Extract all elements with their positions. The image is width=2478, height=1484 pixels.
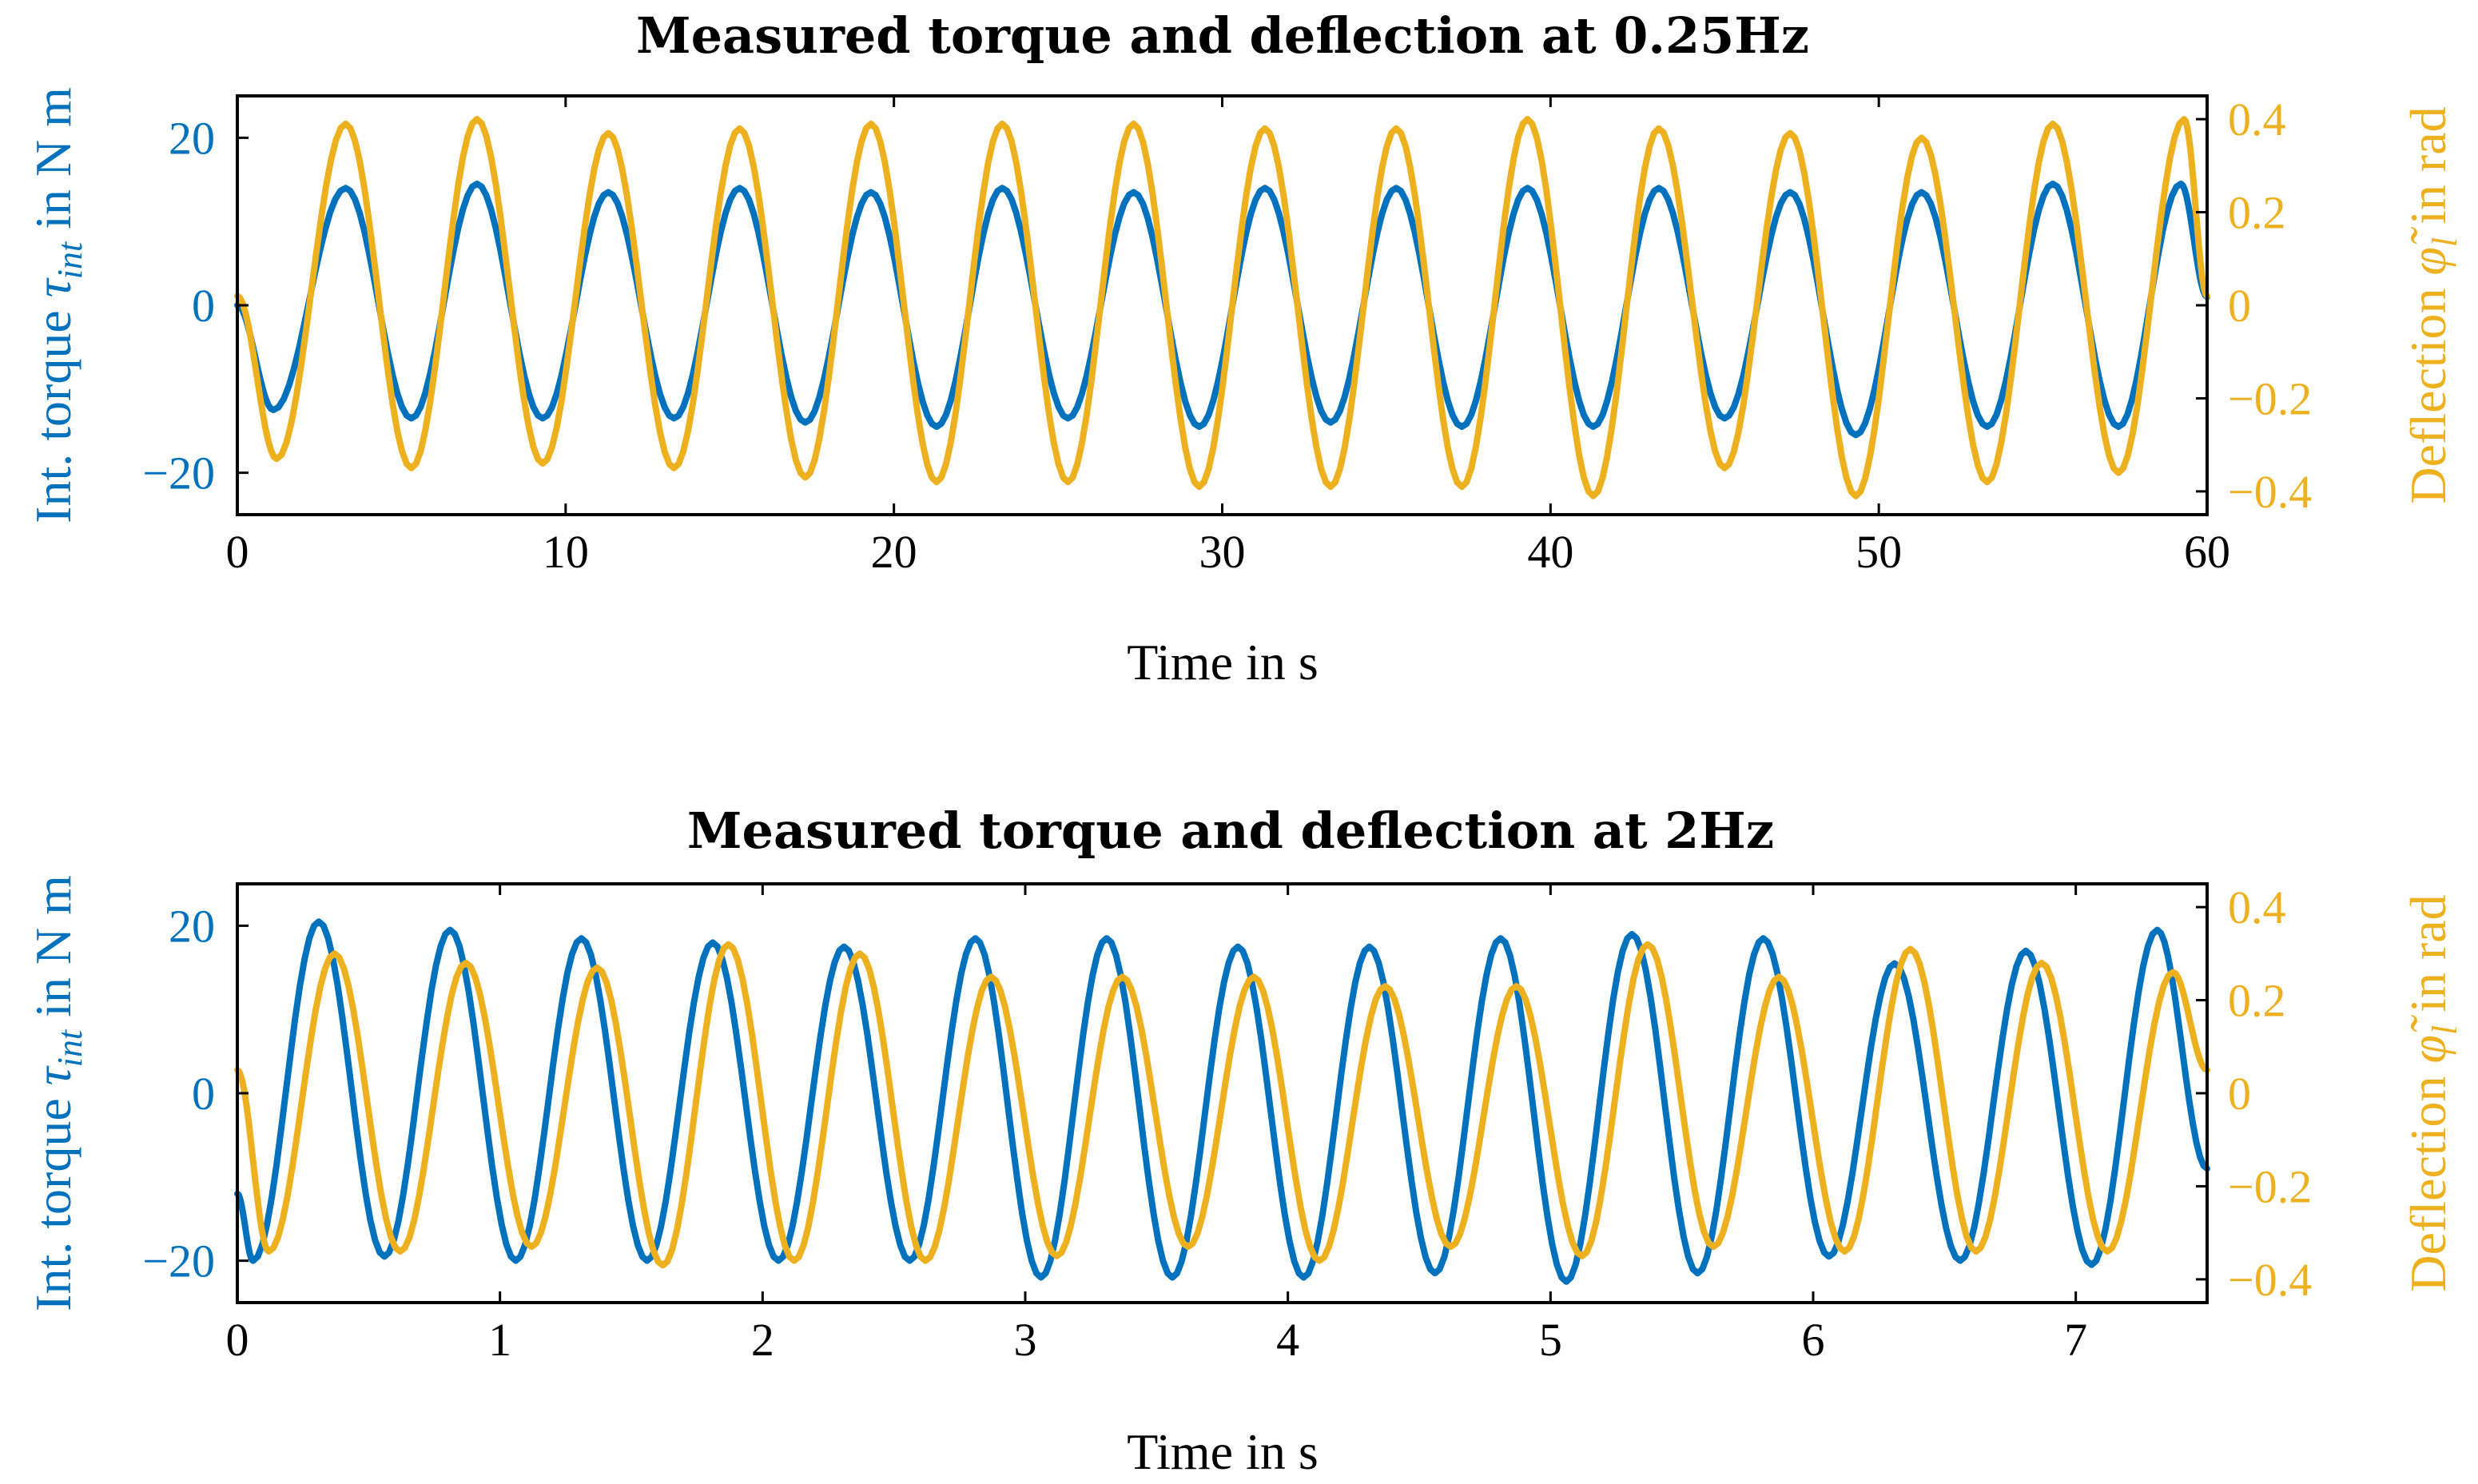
right-y-axis-label-subscript: l [2425, 237, 2464, 247]
left-y-tick-label: 20 [169, 900, 215, 952]
right-y-axis: −0.4 −0.2 0 0.2 0.4 [2196, 93, 2312, 518]
left-y-tick-label: 20 [169, 112, 215, 164]
plot-area [234, 116, 2210, 499]
left-y-axis-label-subscript: int [50, 1028, 89, 1067]
left-y-axis-label-unit: in N m [25, 875, 82, 1030]
right-y-tick-label: 0.2 [2228, 975, 2286, 1027]
right-y-axis-label-text: Deflection [2400, 1064, 2456, 1292]
right-y-tick-label: −0.4 [2228, 1254, 2312, 1306]
right-y-tick-label: 0.2 [2228, 187, 2286, 239]
left-y-axis-label: Int. torque τint in N m [25, 875, 89, 1311]
right-y-axis: −0.4 −0.2 0 0.2 0.4 [2196, 881, 2312, 1306]
plot-area [234, 918, 2210, 1285]
left-y-axis: −20 0 20 [142, 900, 249, 1287]
x-tick-label: 1 [488, 1314, 511, 1366]
deflection-series-line [234, 116, 2210, 499]
left-y-axis: −20 0 20 [142, 112, 249, 499]
chart-panel-bottom: Measured torque and deflection at 2Hz 0 1… [25, 802, 2464, 1480]
right-y-tick-label: −0.4 [2228, 466, 2312, 518]
left-y-axis-label: Int. torque τint in N m [25, 87, 89, 523]
x-tick-label: 30 [1199, 526, 1246, 578]
left-y-axis-label-subscript: int [50, 241, 89, 279]
x-tick-label: 5 [1539, 1314, 1562, 1366]
right-y-tick-label: −0.2 [2228, 372, 2312, 424]
left-y-axis-label-unit: in N m [25, 87, 82, 242]
right-y-tick-label: 0.4 [2228, 93, 2286, 145]
x-axis: 0 10 20 30 40 50 60 [226, 96, 2230, 578]
x-tick-label: 6 [1802, 1314, 1825, 1366]
x-tick-label: 60 [2184, 526, 2230, 578]
right-y-tick-label: 0 [2228, 280, 2251, 332]
x-axis-label: Time in s [1127, 1423, 1319, 1480]
x-tick-label: 3 [1014, 1314, 1037, 1366]
left-y-axis-label-symbol: τ [25, 277, 82, 297]
left-y-axis-label-text: Int. torque [25, 1085, 82, 1311]
right-y-axis-label-subscript: l [2425, 1025, 2464, 1035]
chart-title: Measured torque and deflection at 0.25Hz [636, 6, 1809, 65]
x-tick-label: 50 [1856, 526, 1902, 578]
x-tick-label: 0 [226, 1314, 249, 1366]
x-tick-label: 2 [751, 1314, 774, 1366]
x-tick-label: 40 [1527, 526, 1573, 578]
right-y-tick-label: 0 [2228, 1068, 2251, 1120]
right-y-axis-label-unit: in rad [2400, 106, 2456, 237]
chart-title: Measured torque and deflection at 2Hz [687, 802, 1774, 860]
x-tick-label: 0 [226, 526, 249, 578]
x-axis-label: Time in s [1127, 634, 1319, 690]
left-y-tick-label: 0 [192, 1068, 215, 1120]
right-y-tick-label: 0.4 [2228, 881, 2286, 933]
right-y-axis-label: Deflection φ̃l in rad [2400, 894, 2464, 1291]
x-tick-label: 10 [543, 526, 589, 578]
left-y-axis-label-symbol: τ [25, 1065, 82, 1085]
left-y-axis-label-text: Int. torque [25, 297, 82, 523]
left-y-tick-label: −20 [142, 448, 215, 499]
right-y-axis-label-unit: in rad [2400, 894, 2456, 1025]
deflection-series-line [234, 941, 2210, 1269]
right-y-tick-label: −0.2 [2228, 1160, 2312, 1212]
x-tick-label: 4 [1276, 1314, 1299, 1366]
left-y-tick-label: 0 [192, 280, 215, 332]
x-tick-label: 20 [871, 526, 917, 578]
left-y-tick-label: −20 [142, 1235, 215, 1287]
x-tick-label: 7 [2064, 1314, 2087, 1366]
x-axis: 0 1 2 3 4 5 6 7 [226, 884, 2087, 1366]
right-y-axis-label-text: Deflection [2400, 276, 2456, 504]
right-y-axis-label: Deflection φ̃l in rad [2400, 106, 2464, 503]
chart-panel-top: Measured torque and deflection at 0.25Hz… [25, 6, 2464, 690]
